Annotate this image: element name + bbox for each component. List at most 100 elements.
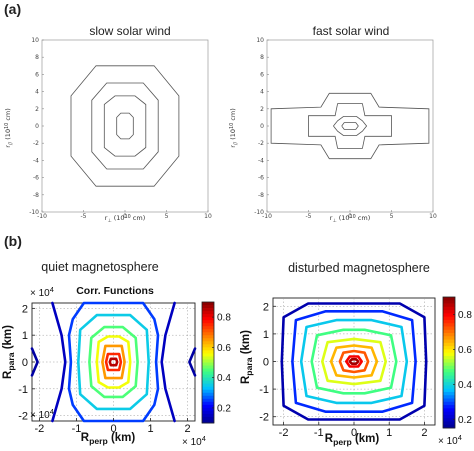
y-tick-label: 0 [22, 357, 28, 369]
colorbar-segment [443, 355, 455, 360]
colorbar-tick-label: 0.4 [458, 380, 472, 391]
x-tick-label: 0 [351, 427, 357, 439]
contour-line [188, 347, 197, 377]
colorbar-segment [202, 380, 214, 385]
colorbar-segment [443, 382, 455, 386]
colorbar-segment [443, 326, 455, 331]
colorbar-segment [443, 398, 455, 403]
x-axis-label: r⊥ (1010 cm) [330, 214, 371, 224]
colorbar-tick-label: 0.4 [217, 373, 231, 384]
y-tick-label: 2 [260, 106, 264, 113]
y-tick-label: 8 [260, 54, 264, 61]
colorbar-segment [202, 311, 214, 315]
colorbar-segment [443, 297, 455, 301]
y-tick-label: -2 [18, 411, 28, 423]
contour-line [88, 325, 139, 399]
contour-line [333, 116, 368, 136]
x-tick-label: 10 [429, 213, 437, 220]
colorbar-segment [202, 365, 214, 369]
chart-quiet-magnetosphere: quiet magnetosphere Corr. Functions -2 -1 0 1… [2, 260, 231, 448]
y-tick-label: -2 [259, 412, 269, 424]
contour-line [30, 347, 39, 377]
colorbar-frame [442, 296, 456, 429]
colorbar-segment [202, 350, 214, 354]
colorbar-segment [202, 368, 214, 372]
colorbar-segment [202, 338, 214, 342]
colorbar-segment [202, 419, 214, 424]
contour-line [67, 301, 160, 423]
y-tick-label: -4 [258, 157, 264, 164]
colorbar-segment [202, 356, 214, 360]
x-tick-label: 2 [421, 427, 427, 439]
y-tick-label: -10 [29, 209, 39, 216]
colorbar-segment [202, 314, 214, 318]
x-tick-label: -10 [262, 213, 272, 220]
colorbar-segment [443, 385, 455, 390]
colorbar-segment [202, 383, 214, 388]
contour-line [310, 328, 398, 395]
colorbar-tick-label: 0.2 [217, 403, 231, 414]
colorbar-segment [202, 317, 214, 321]
colorbar-segment [443, 411, 455, 416]
colorbar-segment [443, 362, 455, 367]
colorbar-segment [443, 391, 455, 396]
colorbar-segment [202, 308, 214, 312]
x-tick-label: 2 [185, 423, 191, 435]
colorbar-segment [202, 416, 214, 421]
colorbar-segment [202, 410, 214, 415]
colorbar-segment [443, 418, 455, 422]
y-tick-label: -8 [258, 192, 264, 199]
colorbar-segment [443, 414, 455, 419]
y-axis-label: r// (1010 cm) [229, 108, 239, 148]
contour-line [280, 302, 428, 421]
colorbar-segment [443, 408, 455, 413]
colorbar-segment [443, 339, 455, 344]
colorbar-segment [443, 323, 455, 327]
colorbar-segment [202, 377, 214, 382]
colorbar-segment [443, 336, 455, 340]
colorbar-segment [202, 392, 214, 397]
contour-line [103, 95, 147, 157]
colorbar-segment [202, 371, 214, 375]
x-axis-label: Rperp (km) [81, 432, 136, 446]
chart-fast-solar-wind: fast solar wind -10 -5 0 5 10 10 8 6 4 2 0 -2 -4 -6 -8 -… [229, 24, 437, 224]
colorbar-segment [202, 341, 214, 345]
colorbar-segment [202, 320, 214, 324]
colorbar-segment [202, 374, 214, 379]
y-tick-label: 4 [35, 89, 39, 96]
colorbar-segment [443, 319, 455, 324]
chart-title: slow solar wind [89, 24, 170, 38]
y-tick-label: 2 [35, 106, 39, 113]
x-tick-label: 0 [348, 213, 352, 220]
y-tick-label: 0 [35, 123, 39, 130]
x-tick-label: -2 [35, 423, 45, 435]
charts-container: slow solar wind-10 -5 0 5 101086420-2-4-6-8-… [2, 24, 472, 448]
y-tick-label: 6 [35, 71, 39, 78]
x-multiplier: × 104 [182, 434, 206, 448]
colorbar-segment [443, 421, 455, 426]
y-tick-label: 6 [260, 71, 264, 78]
colorbar-segment [202, 344, 214, 348]
y-tick-label: -6 [33, 175, 39, 182]
colorbar-segment [202, 398, 214, 403]
x-tick-label: -2 [279, 427, 289, 439]
y-tick-label: -2 [33, 140, 39, 147]
colorbar-segment [202, 386, 214, 391]
colorbar-segment [202, 395, 214, 400]
colorbar-segment [443, 310, 455, 314]
x-tick-label: 10 [204, 213, 212, 220]
colorbar-segment [443, 333, 455, 337]
x-tick-label: -5 [81, 213, 87, 220]
colorbar-segment [443, 349, 455, 354]
colorbar-segment [202, 347, 214, 351]
colorbar-segment [443, 369, 455, 373]
colorbar-segment [202, 305, 214, 309]
colorbar-tick-label: 0.6 [217, 343, 231, 354]
y-axis-label: Rpara (km) [240, 330, 254, 384]
colorbar-segment [443, 388, 455, 393]
contour-line [95, 335, 132, 389]
contour-line [341, 122, 359, 130]
colorbar-segment [443, 359, 455, 363]
colorbar-segment [202, 332, 214, 336]
y-tick-label: 2 [263, 301, 269, 313]
